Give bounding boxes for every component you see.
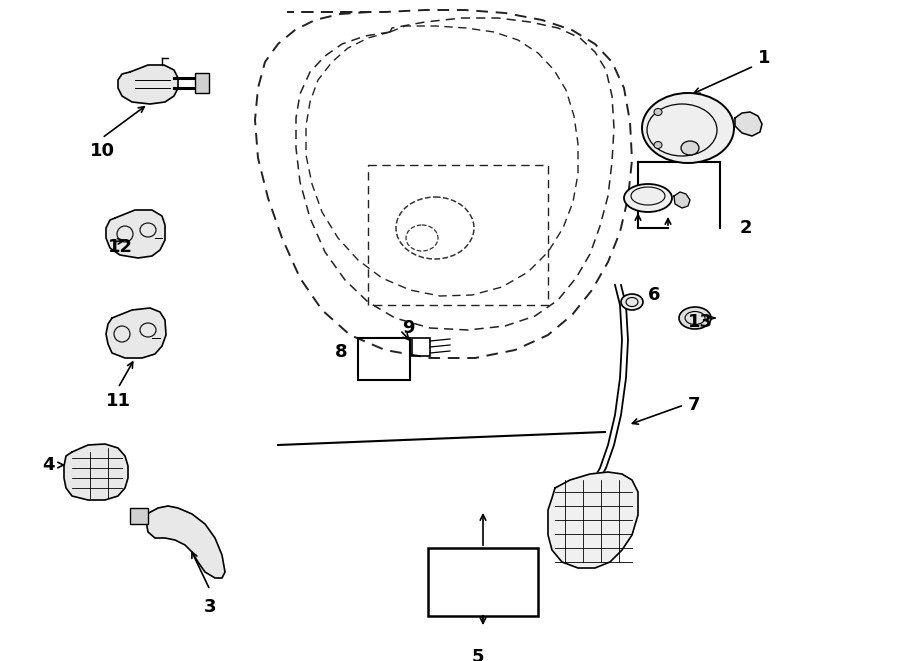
Bar: [195, 73, 209, 93]
Ellipse shape: [654, 141, 662, 149]
Bar: [428, 548, 538, 616]
Bar: [130, 508, 148, 524]
Bar: [358, 338, 410, 380]
Text: 10: 10: [89, 142, 114, 160]
Ellipse shape: [624, 184, 672, 212]
Polygon shape: [118, 65, 178, 104]
Text: 9: 9: [402, 319, 415, 337]
Text: 7: 7: [688, 396, 700, 414]
Text: 4: 4: [42, 456, 55, 474]
Polygon shape: [674, 192, 690, 208]
Text: 8: 8: [336, 343, 348, 361]
Text: 12: 12: [108, 238, 133, 256]
Bar: [412, 338, 430, 356]
Polygon shape: [106, 210, 165, 258]
Text: 3: 3: [203, 598, 216, 616]
Polygon shape: [106, 308, 166, 358]
Ellipse shape: [679, 307, 711, 329]
Polygon shape: [145, 506, 225, 578]
Text: 2: 2: [740, 219, 752, 237]
Ellipse shape: [681, 141, 699, 155]
Ellipse shape: [654, 108, 662, 116]
Ellipse shape: [621, 294, 643, 310]
Ellipse shape: [642, 93, 734, 163]
Text: 5: 5: [472, 648, 484, 661]
Text: 11: 11: [105, 392, 130, 410]
Polygon shape: [735, 112, 762, 136]
Polygon shape: [64, 444, 128, 500]
Text: 13: 13: [688, 313, 713, 331]
Text: 6: 6: [648, 286, 661, 304]
Polygon shape: [548, 472, 638, 568]
Text: 1: 1: [758, 49, 770, 67]
